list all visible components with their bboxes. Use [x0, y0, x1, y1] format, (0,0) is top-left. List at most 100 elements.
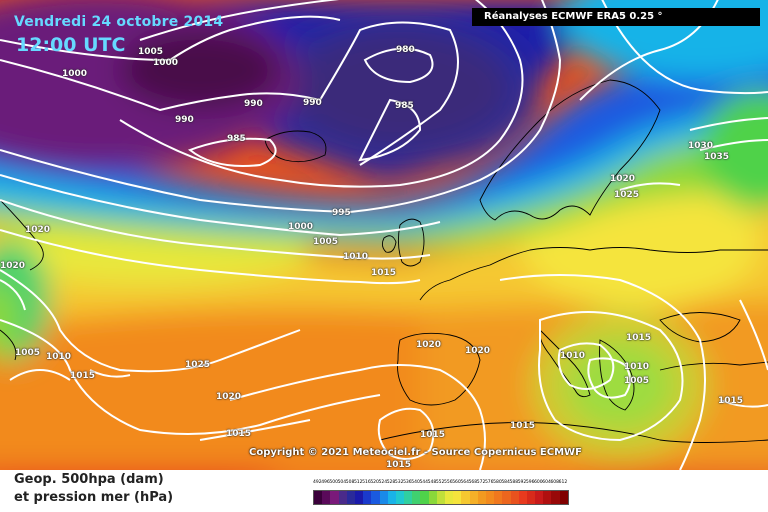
scale-swatch: [485, 491, 495, 504]
scale-tick-label: 568: [468, 480, 478, 485]
isobar-label: 1025: [185, 360, 211, 370]
isobar-label: 1015: [510, 421, 536, 431]
scale-swatch: [322, 491, 331, 504]
scale-tick-label: 576: [484, 480, 494, 485]
scale-tick-label: 580: [493, 480, 502, 485]
isobar-label: 1005: [138, 47, 164, 57]
isobar-label: 1020: [0, 261, 26, 271]
scale-tick-label: 564: [460, 480, 469, 485]
isobar-label: 990: [303, 98, 322, 108]
scale-tick-label: 492: [313, 480, 322, 485]
scale-tick-label: 588: [509, 480, 519, 485]
isobar-label: 1000: [153, 58, 179, 68]
scale-tick-label: 528: [386, 480, 396, 485]
scale-swatch: [445, 491, 454, 504]
scale-tick-label: 520: [370, 480, 379, 485]
isobar-label: 1020: [416, 340, 442, 350]
scale-swatch: [371, 491, 380, 504]
scale-swatch: [420, 491, 429, 504]
scale-tick-label: 572: [476, 480, 486, 485]
scale-swatch: [510, 491, 519, 504]
legend-title-pressure: et pression mer (hPa): [14, 490, 174, 505]
scale-tick-label: 552: [435, 480, 445, 485]
scale-swatch: [412, 491, 421, 504]
scale-swatch: [314, 491, 323, 504]
isobar-label: 1025: [614, 190, 640, 200]
scale-swatch: [395, 491, 405, 504]
isobar-label: 995: [332, 208, 351, 218]
scale-swatch: [535, 491, 544, 504]
scale-tick-label: 592: [517, 480, 527, 485]
scale-tick-label: 596: [525, 480, 535, 485]
isobar-label: 1005: [624, 376, 650, 386]
scale-tick-label: 516: [362, 480, 371, 485]
isobar-label: 1015: [718, 396, 744, 406]
isobar-label: 1010: [560, 351, 586, 361]
isobar-label: 1015: [226, 429, 252, 439]
scale-swatch: [526, 491, 536, 504]
scale-tick-label: 548: [427, 480, 437, 485]
scale-swatch: [363, 491, 372, 504]
scale-swatch: [477, 491, 486, 504]
legend-title-geopotential: Geop. 500hpa (dam): [14, 472, 164, 487]
isobar-label: 980: [396, 45, 415, 55]
isobar-label: 1020: [610, 174, 636, 184]
scale-tick-label: 508: [345, 480, 355, 485]
scale-tick-label: 584: [501, 480, 510, 485]
isobar-label: 1010: [624, 362, 650, 372]
isobar-label: 1010: [46, 352, 72, 362]
isobar-label: 1030: [688, 141, 714, 151]
map-time: 12:00 UTC: [16, 34, 126, 56]
geopotential-field: [0, 0, 768, 470]
scale-tick-label: 524: [378, 480, 388, 485]
isobar-label: 1020: [25, 225, 51, 235]
scale-swatch: [559, 491, 568, 504]
copyright-text: Copyright © 2021 Meteociel.fr - Source C…: [249, 447, 582, 458]
color-scale-bar: [313, 490, 569, 505]
scale-tick-label: 544: [419, 480, 429, 485]
scale-swatch: [338, 491, 347, 504]
scale-tick-label: 540: [411, 480, 420, 485]
scale-swatch: [346, 491, 355, 504]
isobar-label: 990: [244, 99, 263, 109]
scale-swatch: [404, 491, 413, 504]
scale-swatch: [428, 491, 437, 504]
scale-tick-label: 504: [337, 480, 347, 485]
scale-swatch: [379, 491, 388, 504]
isobar-label: 1020: [465, 346, 491, 356]
scale-tick-label: 560: [452, 480, 461, 485]
isobar-label: 1010: [343, 252, 369, 262]
color-scale-labels: 492 496 500 504 508 512 516 520 524 528 532 536 540 5…: [313, 480, 567, 485]
scale-swatch: [494, 491, 503, 504]
scale-tick-label: 536: [403, 480, 412, 485]
isobar-label: 985: [227, 134, 246, 144]
source-label: Réanalyses ECMWF ERA5 0.25 °: [472, 8, 760, 26]
scale-tick-label: 556: [444, 480, 453, 485]
scale-swatch: [461, 491, 470, 504]
isobar-label: 1015: [371, 268, 397, 278]
isobar-label: 1015: [70, 371, 96, 381]
scale-tick-label: 604: [542, 480, 551, 485]
scale-swatch: [518, 491, 527, 504]
scale-swatch: [354, 491, 364, 504]
isobar-label: 1015: [420, 430, 446, 440]
scale-tick-label: 608: [550, 480, 560, 485]
weather-map: 1005 1000 1000 990 990 990 985 980 985 9…: [0, 0, 768, 470]
scale-tick-label: 512: [353, 480, 363, 485]
scale-tick-label: 500: [329, 480, 338, 485]
isobar-label: 1015: [626, 333, 652, 343]
scale-swatch: [330, 491, 339, 504]
scale-swatch: [543, 491, 552, 504]
isobar-label: 1000: [288, 222, 314, 232]
isobar-label: 1000: [62, 69, 88, 79]
scale-swatch: [387, 491, 396, 504]
scale-swatch: [436, 491, 445, 504]
isobar-label: 1015: [386, 460, 412, 470]
scale-swatch: [502, 491, 511, 504]
scale-tick-label: 496: [321, 480, 330, 485]
scale-tick-label: 532: [394, 480, 404, 485]
isobar-label: 1005: [15, 348, 41, 358]
scale-tick-label: 612: [558, 480, 568, 485]
scale-swatch: [453, 491, 462, 504]
isobar-label: 1020: [216, 392, 242, 402]
